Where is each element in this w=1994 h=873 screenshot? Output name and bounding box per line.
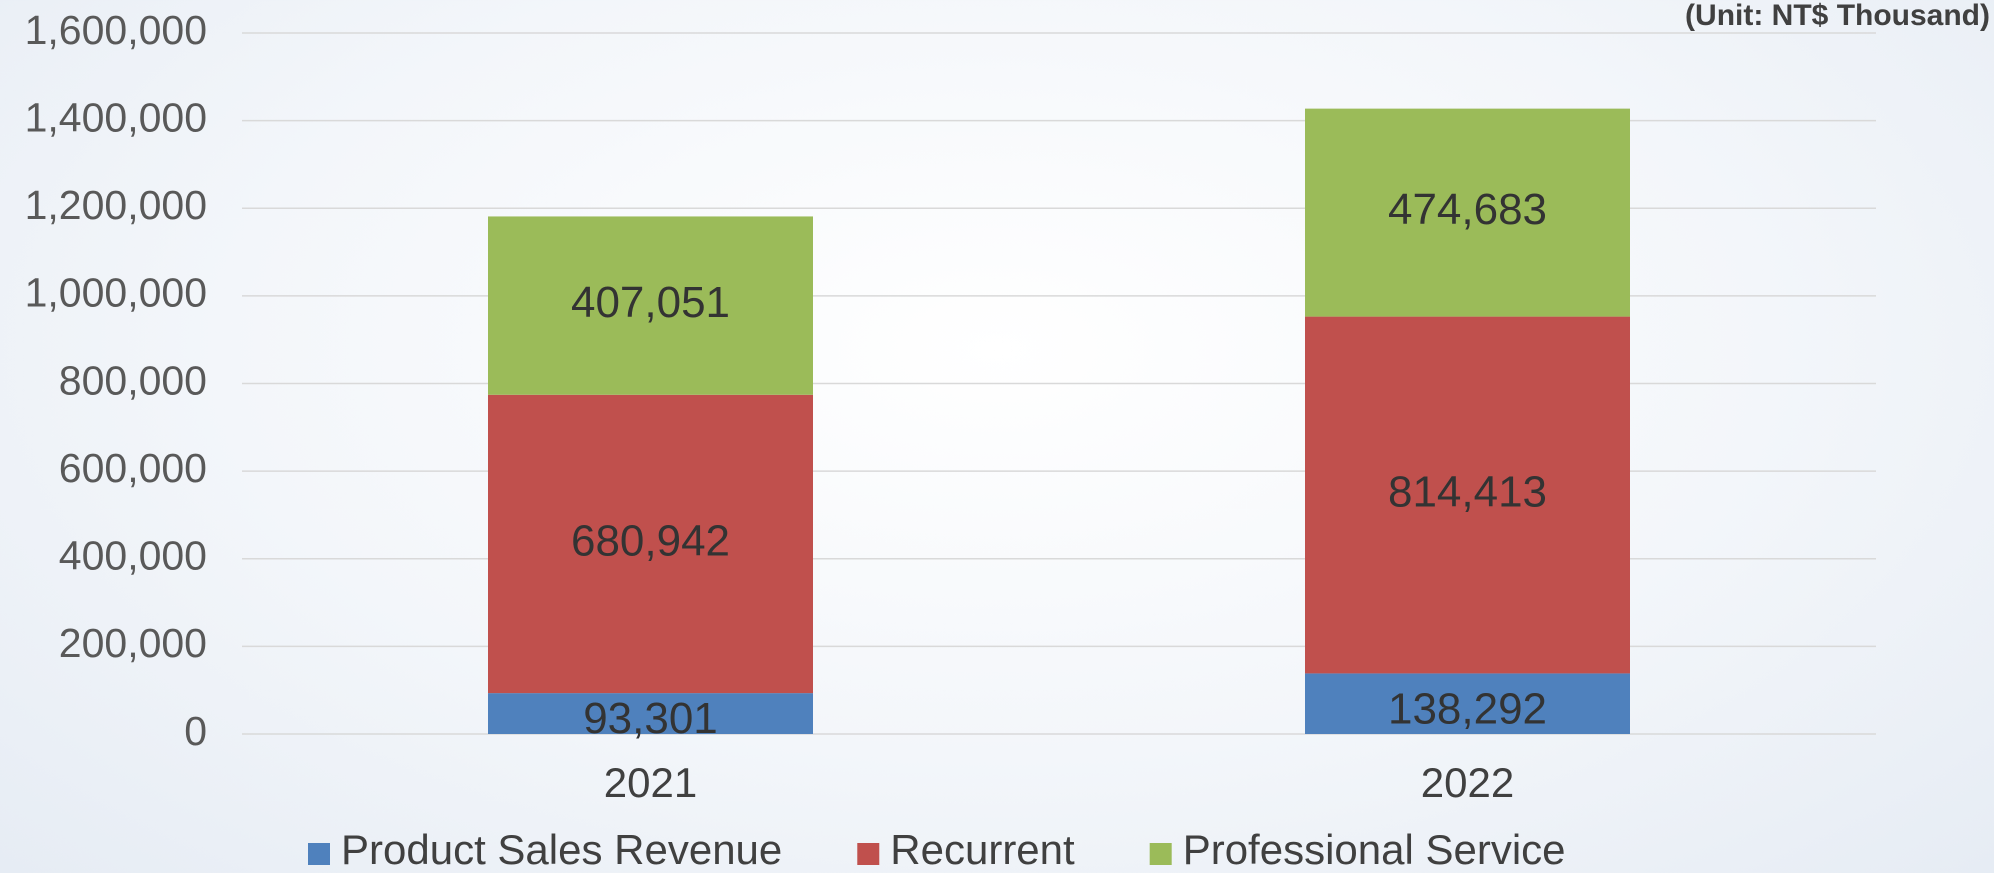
x-tick-label: 2022 xyxy=(1421,759,1514,806)
y-tick-label: 200,000 xyxy=(59,620,207,666)
y-tick-label: 1,600,000 xyxy=(25,7,207,53)
y-tick-label: 1,000,000 xyxy=(25,270,207,316)
bar-segment xyxy=(1305,673,1630,734)
data-label: 474,683 xyxy=(1388,185,1547,234)
y-tick-label: 600,000 xyxy=(59,445,207,491)
x-tick-label: 2021 xyxy=(604,759,697,806)
data-label: 407,051 xyxy=(571,278,730,327)
legend-label: Professional Service xyxy=(1183,826,1566,873)
unit-annotation: (Unit: NT$ Thousand) xyxy=(1685,0,1990,32)
legend-swatch xyxy=(1149,843,1172,865)
data-label: 93,301 xyxy=(583,694,718,743)
bar-segment xyxy=(1305,108,1630,317)
bar-segment xyxy=(488,394,813,694)
y-tick-label: 1,200,000 xyxy=(25,182,207,228)
bar-segment xyxy=(488,693,813,734)
data-label: 814,413 xyxy=(1388,468,1547,517)
bar-segment xyxy=(1305,316,1630,674)
y-tick-label: 1,400,000 xyxy=(25,94,207,140)
data-label: 680,942 xyxy=(571,517,730,566)
data-label: 138,292 xyxy=(1388,684,1547,733)
legend-swatch xyxy=(857,843,880,865)
legend-swatch xyxy=(308,843,330,865)
y-tick-label: 400,000 xyxy=(59,533,207,579)
legend-label: Recurrent xyxy=(890,826,1075,873)
y-tick-label: 800,000 xyxy=(59,357,207,403)
bar-segment xyxy=(488,216,813,395)
legend-label: Product Sales Revenue xyxy=(341,826,782,873)
y-tick-label: 0 xyxy=(184,708,207,754)
